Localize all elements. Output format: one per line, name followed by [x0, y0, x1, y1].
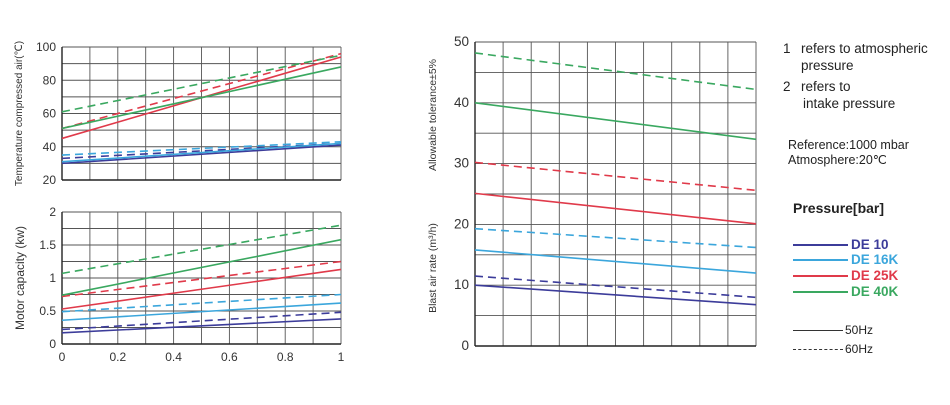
motor-xtick-label: 1: [338, 350, 345, 364]
legend-label-de40k: DE 40K: [851, 284, 899, 299]
blast-ylabel-tolerance: Allowable tolerance±5%: [427, 59, 439, 171]
motor-ytick-label: 0.5: [39, 304, 56, 318]
temp-ytick-label: 100: [36, 40, 56, 54]
note-2: 2 refers to intake pressure: [783, 78, 948, 118]
motor-series-de-25k-50hz: [61, 268, 342, 310]
motor-ytick-label: 1: [49, 271, 56, 285]
blast-ytick-label: 20: [454, 216, 469, 231]
blast-series-de-40k-60hz: [474, 52, 757, 91]
temp-series-de-40k-50hz: [61, 66, 342, 130]
blast-ytick-label: 30: [454, 156, 469, 171]
motor-xtick-label: 0.8: [277, 350, 294, 364]
legend-style-50hz-label: 50Hz: [845, 323, 874, 337]
legend-swatch-de10: [793, 244, 848, 246]
reference-text: Reference:1000 mbar: [788, 138, 909, 152]
motor-series-de-25k-60hz: [61, 260, 342, 298]
note-1-text-line1: refers to atmospheric: [801, 41, 928, 56]
motor-xtick-label: 0.2: [109, 350, 126, 364]
motor-ytick-label: 0: [49, 337, 56, 351]
legend-style-dashed-line: [793, 349, 843, 350]
temp-series-de-40k-60hz: [61, 54, 342, 113]
temp-ytick-label: 80: [43, 73, 57, 87]
motor-series-de-10-50hz: [61, 318, 342, 334]
temp-ylabel: Temperature compressed air(℃): [14, 41, 25, 186]
temp-series-de-25k-60hz: [61, 52, 342, 130]
atmosphere-text: Atmosphere:20℃: [788, 153, 887, 167]
blast-ytick-label: 10: [454, 277, 469, 292]
temp-series-de-10-60hz: [61, 142, 342, 160]
blast-ylabel: Blast air rate (m³/h): [427, 223, 439, 313]
legend-label-de16k: DE 16K: [851, 252, 899, 267]
blast-series-de-16k-50hz: [474, 249, 757, 274]
motor-series-de-16k-60hz: [61, 293, 342, 313]
blast-series-de-10-50hz: [474, 284, 757, 306]
temp-series-de-10-50hz: [61, 144, 342, 165]
motor-series-de-10-60hz: [61, 311, 342, 331]
temp-ytick-label: 20: [43, 173, 57, 187]
blast-series-de-16k-60hz: [474, 227, 757, 249]
legend-swatch-de25k: [793, 275, 848, 277]
motor-xtick-label: 0.6: [221, 350, 238, 364]
motor-series-de-16k-50hz: [61, 302, 342, 322]
note-1-number: 1: [783, 41, 791, 56]
note-1: 1 refers to atmospheric pressure: [783, 40, 948, 80]
motor-ytick-label: 2: [49, 205, 56, 219]
temp-series-de-16k-50hz: [61, 142, 342, 163]
note-1-text-line2: pressure: [801, 58, 854, 73]
legend-style-60hz-label: 60Hz: [845, 342, 874, 356]
blast-series-de-10-60hz: [474, 275, 757, 299]
blast-ytick-label: 0: [461, 338, 469, 353]
blast-series-de-25k-50hz: [474, 192, 757, 225]
temp-ytick-label: 60: [43, 107, 57, 121]
motor-ytick-label: 1.5: [39, 238, 56, 252]
legend-style-solid-line: [793, 330, 843, 331]
temp-ytick-label: 40: [43, 140, 57, 154]
note-2-text-line1: refers to: [801, 79, 851, 94]
blast-ytick-label: 50: [454, 34, 469, 49]
motor-ylabel: Motor capacity (kw): [13, 226, 27, 330]
legend-swatch-de16k: [793, 259, 848, 261]
legend-title: Pressure[bar]: [793, 200, 885, 216]
note-2-text-line2: intake pressure: [803, 96, 896, 111]
motor-xtick-label: 0: [59, 350, 66, 364]
motor-xtick-label: 0.4: [165, 350, 182, 364]
blast-series-de-40k-50hz: [474, 102, 757, 141]
legend-label-de25k: DE 25K: [851, 268, 899, 283]
legend-label-de10: DE 10: [851, 237, 889, 252]
temp-series-de-16k-60hz: [61, 140, 342, 156]
blast-ytick-label: 40: [454, 95, 469, 110]
motor-series-de-40k-50hz: [61, 238, 342, 296]
blast-series-de-25k-60hz: [474, 161, 757, 192]
note-2-number: 2: [783, 79, 791, 94]
legend-swatch-de40k: [793, 291, 848, 293]
motor-series-de-40k-60hz: [61, 224, 342, 275]
